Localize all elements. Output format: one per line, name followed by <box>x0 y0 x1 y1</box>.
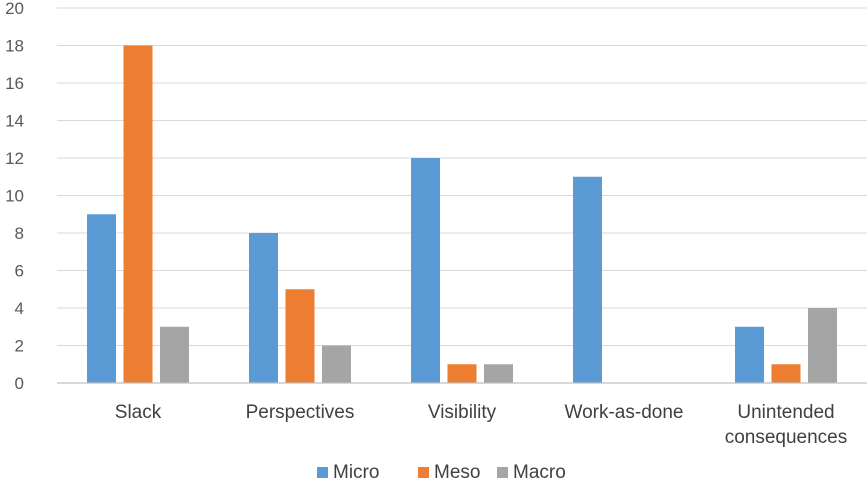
bar-macro <box>322 345 351 383</box>
y-axis-tick-labels: 0 2 4 6 8 10 12 14 16 18 20 <box>5 0 24 393</box>
y-tick-label: 0 <box>15 374 24 393</box>
legend-swatch-macro <box>497 467 508 478</box>
category-label-line: Work-as-done <box>565 402 684 423</box>
legend: Micro Meso Macro <box>317 462 566 481</box>
y-tick-label: 14 <box>5 112 24 131</box>
y-tick-label: 4 <box>15 299 24 318</box>
y-tick-label: 10 <box>5 187 24 206</box>
bar-macro <box>484 364 513 383</box>
category-label: Perspectives <box>246 402 355 423</box>
bar-meso <box>771 364 801 383</box>
y-tick-label: 16 <box>5 74 24 93</box>
bar-micro <box>735 326 764 383</box>
bar-micro <box>249 233 278 383</box>
y-tick-label: 2 <box>15 337 24 356</box>
category-label-line: Unintended <box>737 402 834 423</box>
legend-label-macro: Macro <box>513 462 566 481</box>
legend-swatch-micro <box>317 467 328 478</box>
y-tick-label: 6 <box>15 262 24 281</box>
bars <box>87 45 837 383</box>
gridlines <box>57 7 867 346</box>
bar-micro <box>87 214 116 383</box>
bar-micro <box>411 158 440 383</box>
y-tick-label: 20 <box>5 0 24 18</box>
category-label: Visibility <box>428 402 497 423</box>
category-labels: Slack Perspectives Visibility Work-as-done U… <box>115 402 848 448</box>
bar-meso <box>447 364 477 383</box>
category-label-line: consequences <box>725 427 848 448</box>
category-label: Slack <box>115 402 162 423</box>
y-tick-label: 18 <box>5 37 24 56</box>
category-label-line: Visibility <box>428 402 497 423</box>
y-tick-label: 8 <box>15 224 24 243</box>
bar-meso <box>285 289 315 383</box>
y-tick-label: 12 <box>5 149 24 168</box>
legend-label-meso: Meso <box>434 462 480 481</box>
bar-meso <box>123 45 153 383</box>
category-label: Unintended consequences <box>725 402 848 448</box>
legend-label-micro: Micro <box>333 462 379 481</box>
category-label: Work-as-done <box>565 402 684 423</box>
category-label-line: Slack <box>115 402 162 423</box>
bar-macro <box>808 308 837 383</box>
category-label-line: Perspectives <box>246 402 355 423</box>
bar-micro <box>573 176 602 383</box>
legend-swatch-meso <box>418 467 429 478</box>
bar-macro <box>160 326 189 383</box>
